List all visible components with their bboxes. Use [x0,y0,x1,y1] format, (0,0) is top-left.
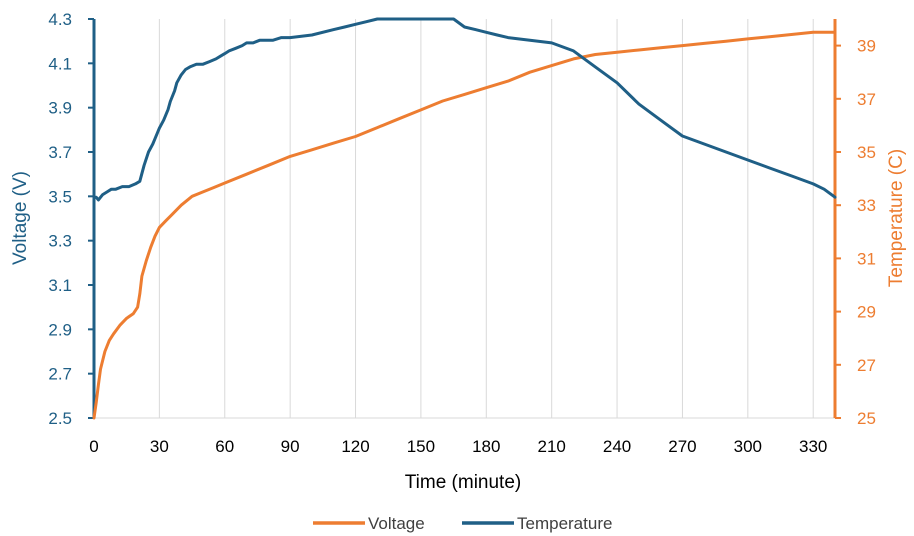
y-right-tick-label: 35 [857,143,876,162]
x-axis-title: Time (minute) [405,472,521,493]
y-right-tick-label: 25 [857,409,876,428]
y-right-tick-label: 31 [857,249,876,268]
gridlines [158,19,814,418]
x-tick-label: 240 [603,437,631,456]
axes [88,18,841,419]
y-axis-left-title: Voltage (V) [10,171,31,265]
legend: Voltage Temperature [313,514,612,533]
legend-label-voltage: Voltage [368,514,425,533]
series-line-temperature [92,17,837,202]
y-right-tick-label: 29 [857,303,876,322]
x-tick-label: 60 [215,437,234,456]
x-tick-label: 270 [668,437,696,456]
y-left-tick-label: 4.3 [48,10,72,29]
series-line-voltage [92,30,837,420]
y-left-tick-label: 2.7 [48,365,72,384]
y-right-tick-label: 33 [857,196,876,215]
x-tick-label: 330 [799,437,827,456]
x-tick-label: 90 [281,437,300,456]
y-left-tick-label: 2.5 [48,409,72,428]
y-left-tick-label: 3.1 [48,276,72,295]
y-right-tick-label: 27 [857,356,876,375]
legend-label-temperature: Temperature [517,514,612,533]
y-right-tick-label: 39 [857,37,876,56]
tick-labels: 0 30 60 90 120 150 180 210 240 270 300 330 2.5 2.7 2.9… [48,10,876,456]
y-left-tick-label: 3.5 [48,187,72,206]
x-tick-label: 180 [472,437,500,456]
y-left-tick-label: 2.9 [48,320,72,339]
y-axis-right-title: Temperature (C) [886,149,907,287]
plot-area [92,17,837,420]
x-tick-label: 120 [341,437,369,456]
x-tick-label: 0 [89,437,98,456]
y-right-tick-label: 37 [857,90,876,109]
x-tick-label: 30 [150,437,169,456]
x-tick-label: 150 [407,437,435,456]
x-tick-label: 300 [734,437,762,456]
y-left-tick-label: 4.1 [48,54,72,73]
y-left-tick-label: 3.7 [48,143,72,162]
y-left-tick-label: 3.3 [48,232,72,251]
x-tick-label: 210 [537,437,565,456]
y-left-tick-label: 3.9 [48,99,72,118]
